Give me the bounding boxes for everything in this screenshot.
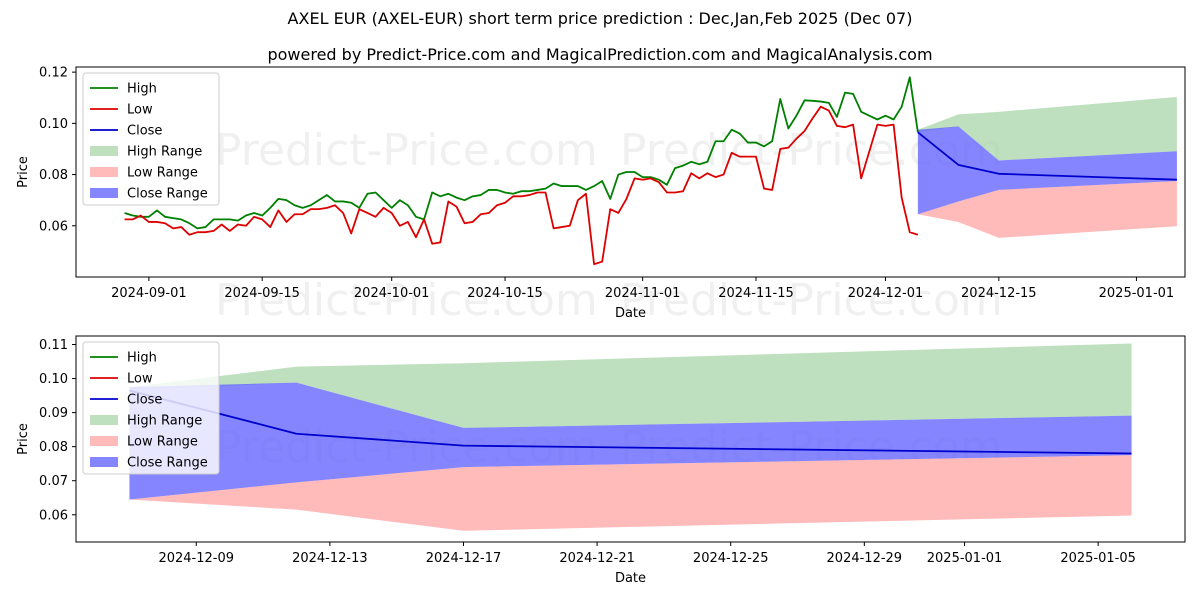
top-x-axis-label: Date: [615, 306, 646, 321]
top-legend-label: Close: [127, 124, 162, 139]
bottom-y-tick-label: 0.10: [39, 372, 68, 387]
bottom-y-tick-label: 0.06: [39, 508, 68, 523]
bottom-legend-label: High Range: [127, 414, 202, 429]
top-legend-label: Low Range: [127, 166, 198, 181]
bottom-legend-label: High: [127, 351, 157, 366]
top-axes-frame: [75, 66, 1186, 278]
bottom-legend-label: Low: [127, 372, 153, 387]
bottom-x-tick-label: 2024-12-29: [827, 551, 903, 566]
bottom-y-tick-label: 0.08: [39, 440, 68, 455]
top-x-tick-label: 2024-12-01: [848, 286, 924, 301]
top-x-tick-label: 2025-01-01: [1099, 286, 1175, 301]
top-close-series-line: [917, 131, 1177, 181]
bottom-x-tick-label: 2024-12-17: [426, 551, 502, 566]
bottom-y-tick-label: 0.09: [39, 406, 68, 421]
bottom-x-axis-label: Date: [615, 571, 646, 586]
top-low-series-line: [124, 105, 919, 266]
top-y-axis-label: Price: [16, 156, 31, 188]
top-legend-label: Close Range: [127, 187, 208, 202]
top-legend-swatch: [90, 188, 118, 198]
chart-title: AXEL EUR (AXEL-EUR) short term price pre…: [287, 9, 913, 28]
top-x-tick-label: 2024-09-01: [111, 286, 187, 301]
top-y-tick-label: 0.12: [39, 66, 68, 81]
bottom-x-tick-label: 2024-12-13: [292, 551, 368, 566]
bottom-plot-area: [129, 343, 1132, 531]
top-legend-label: High: [127, 82, 157, 97]
bottom-y-axis-label: Price: [16, 423, 31, 455]
top-high-series-line: [124, 76, 919, 230]
top-x-tick-label: 2024-11-15: [718, 286, 794, 301]
top-legend: High Low Close High Range Low Range Close Ran…: [82, 72, 220, 206]
bottom-y-tick-label: 0.11: [39, 338, 68, 353]
top-legend-label: High Range: [127, 145, 202, 160]
bottom-high-range-band: [129, 343, 1132, 428]
top-close-range-band: [917, 126, 1177, 215]
top-x-tick-label: 2024-10-15: [467, 286, 543, 301]
top-legend-label: Low: [127, 103, 153, 118]
top-plot-area: [124, 76, 1177, 266]
top-x-tick-label: 2024-11-01: [605, 286, 681, 301]
bottom-legend-swatch: [90, 436, 118, 446]
bottom-x-tick-label: 2024-12-21: [559, 551, 635, 566]
bottom-x-tick-label: 2024-12-25: [693, 551, 769, 566]
bottom-legend-swatch: [90, 457, 118, 467]
bottom-x-tick-label: 2025-01-01: [927, 551, 1003, 566]
top-x-tick-label: 2024-09-15: [224, 286, 300, 301]
bottom-legend: High Low Close High Range Low Range Close Ran…: [82, 341, 220, 475]
bottom-x-tick-label: 2025-01-05: [1060, 551, 1136, 566]
bottom-y-tick-label: 0.07: [39, 474, 68, 489]
bottom-x-tick-label: 2024-12-09: [158, 551, 234, 566]
bottom-close-range-band: [129, 382, 1132, 500]
top-y-tick-label: 0.10: [39, 117, 68, 132]
top-y-tick-label: 0.08: [39, 168, 68, 183]
top-legend-swatch: [90, 167, 118, 177]
bottom-low-range-band: [129, 455, 1132, 531]
top-y-tick-label: 0.06: [39, 219, 68, 234]
top-legend-swatch: [90, 146, 118, 156]
top-high-range-band: [917, 96, 1177, 161]
top-low-range-band: [917, 180, 1177, 238]
top-x-tick-label: 2024-12-15: [961, 286, 1037, 301]
bottom-legend-label: Close Range: [127, 456, 208, 471]
bottom-legend-swatch: [90, 415, 118, 425]
bottom-legend-label: Close: [127, 393, 162, 408]
chart-subtitle: powered by Predict-Price.com and Magical…: [267, 45, 933, 64]
top-x-tick-label: 2024-10-01: [354, 286, 430, 301]
bottom-axes-frame: [75, 335, 1186, 543]
bottom-legend-label: Low Range: [127, 435, 198, 450]
